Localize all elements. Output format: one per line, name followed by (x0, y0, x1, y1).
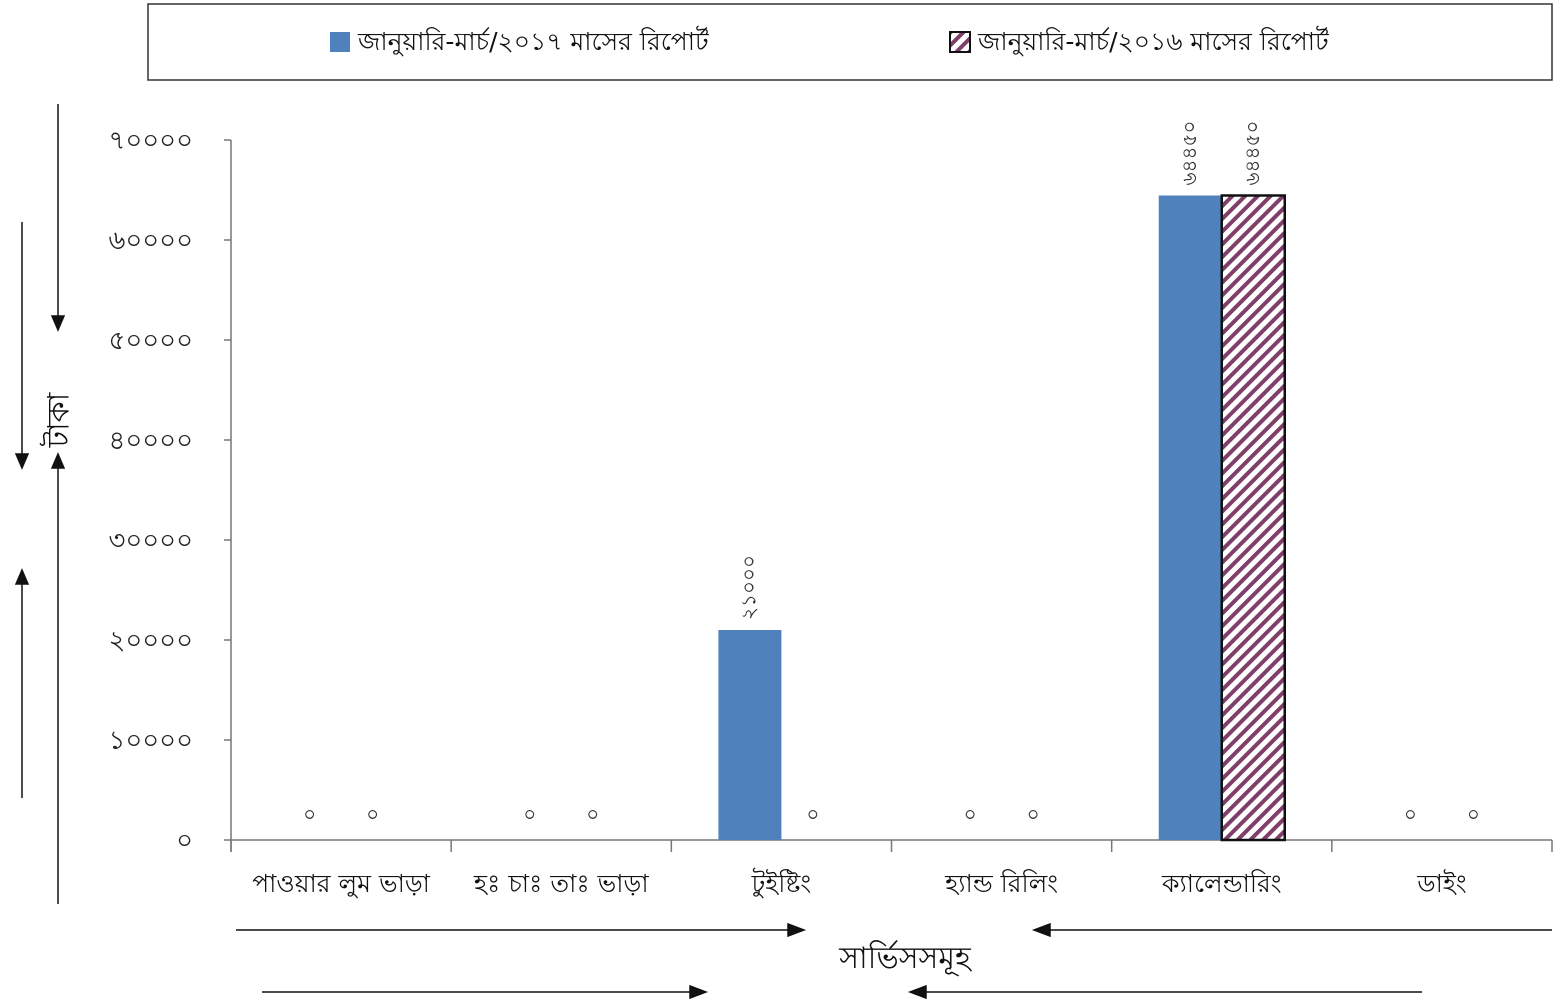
bar-series-1 (1158, 195, 1222, 840)
value-label: ৬৪৪৫০ (1240, 121, 1264, 186)
legend-label-series-2: জানুয়ারি-মার্চ/২০১৬ মাসের রিপোর্ট (977, 26, 1329, 57)
y-axis-ticks: ০ ১০০০০ ২০০০০ ৩০০০০ ৪০০০০ ৫০০০০ ৬০০০০ ৭০০০০ (108, 126, 231, 856)
category-label: ক্যালেন্ডারিং (1161, 869, 1282, 898)
value-label: ৬৪৪৫০ (1177, 121, 1201, 186)
bars (718, 194, 1286, 842)
y-tick-label: ১০০০০ (109, 726, 194, 756)
value-label: ০ (806, 802, 819, 826)
bar-series-2 (1220, 194, 1286, 842)
y-tick-label: ৫০০০০ (109, 326, 194, 356)
value-label: ০ (523, 802, 536, 826)
value-labels: ০ ০ ০ ০ ২১০০০ ০ ০ ০ ৬৪৪৫০ ৬৪৪৫০ ০ ০ (303, 121, 1480, 826)
category-label: হ্যান্ড রিলিং (944, 869, 1058, 898)
legend-box (147, 3, 1553, 81)
y-axis-title: টাকা (40, 391, 77, 448)
value-label: ০ (964, 802, 977, 826)
value-label: ০ (303, 802, 316, 826)
category-label: টুইষ্টিং (751, 868, 812, 899)
y-tick-label: ০ (176, 826, 193, 856)
value-label: ০ (586, 802, 599, 826)
x-axis-ticks: পাওয়ার লুম ভাড়া হঃ চাঃ তাঃ ভাড়া টুইষ্টি… (230, 840, 1553, 899)
legend-label-series-1: জানুয়ারি-মার্চ/২০১৭ মাসের রিপোর্ট (357, 26, 709, 57)
category-label: পাওয়ার লুম ভাড়া (252, 869, 430, 899)
decorative-arrows (14, 104, 1552, 1000)
y-tick-label: ৪০০০০ (109, 426, 194, 456)
legend-swatch-series-1 (330, 32, 350, 52)
category-label: হঃ চাঃ তাঃ ভাড়া (473, 869, 649, 898)
y-tick-label: ৩০০০০ (108, 526, 193, 556)
legend-swatch-series-2 (949, 31, 971, 53)
value-label: ০ (1467, 802, 1480, 826)
y-tick-label: ৭০০০০ (108, 126, 193, 156)
value-label: ০ (1027, 802, 1040, 826)
y-tick-label: ২০০০০ (108, 626, 193, 656)
x-axis-title: সার্ভিসসমূহ (838, 940, 973, 976)
legend: জানুয়ারি-মার্চ/২০১৭ মাসের রিপোর্ট জানুয়… (330, 26, 1329, 57)
y-tick-label: ৬০০০০ (108, 226, 193, 256)
value-label: ০ (1404, 802, 1417, 826)
value-label: ২১০০০ (736, 555, 760, 620)
value-label: ০ (366, 802, 379, 826)
category-label: ডাইং (1416, 869, 1466, 898)
bar-series-1 (718, 630, 782, 840)
